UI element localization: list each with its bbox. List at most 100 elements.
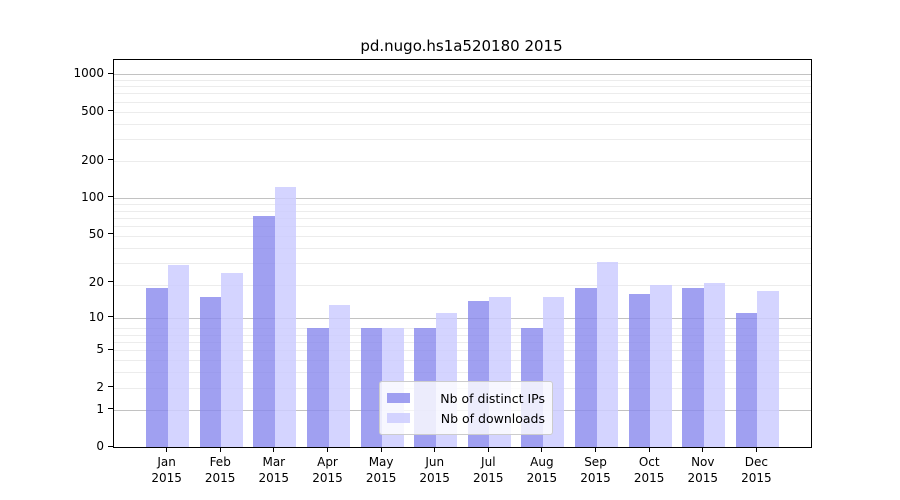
y-tick-mark (108, 386, 113, 388)
x-tick-mark (273, 447, 275, 452)
x-tick-year: 2015 (741, 471, 772, 485)
x-tick-mark (434, 447, 436, 452)
legend-swatch-downloads-icon (387, 413, 410, 423)
x-tick-label: Feb 2015 (190, 454, 250, 486)
y-tick-mark (108, 316, 113, 318)
major-gridline (114, 317, 811, 319)
y-tick-label: 200 (81, 152, 104, 167)
minor-gridline (114, 161, 811, 163)
y-tick-mark (108, 72, 113, 74)
x-tick-mark (755, 447, 757, 452)
y-tick-mark (108, 408, 113, 410)
x-tick-label: Oct 2015 (619, 454, 679, 486)
minor-gridline (114, 86, 811, 88)
y-tick-label: 100 (81, 189, 104, 204)
minor-gridline (114, 372, 811, 374)
minor-gridline (114, 111, 811, 113)
y-tick-label: 0 (96, 439, 104, 453)
minor-gridline (114, 79, 811, 81)
minor-gridline (114, 226, 811, 227)
bar-downloads-dec (757, 291, 779, 447)
minor-gridline (114, 217, 811, 219)
y-tick-label: 1000 (73, 66, 104, 81)
bar-distinct-ips-may (360, 328, 383, 447)
y-tick-label: 20 (88, 274, 104, 289)
legend-label-distinct-ips: Nb of distinct IPs (440, 390, 545, 406)
major-gridline (114, 197, 811, 199)
x-tick-label: Mar 2015 (244, 454, 304, 486)
x-tick-mark (702, 447, 704, 452)
y-tick-mark (108, 110, 113, 111)
x-tick-year: 2015 (419, 471, 450, 485)
bar-distinct-ips-apr (307, 328, 329, 447)
y-tick-label: 5 (96, 342, 104, 357)
minor-gridline (114, 204, 811, 206)
bar-distinct-ips-mar (253, 215, 275, 447)
minor-gridline (114, 235, 811, 237)
y-tick-label: 1 (96, 401, 104, 416)
legend-swatch-distinct-ips-icon (387, 393, 410, 403)
minor-gridline (114, 93, 811, 95)
minor-gridline (114, 350, 811, 352)
bar-downloads-sep (596, 261, 618, 447)
bar-downloads-mar (274, 187, 297, 447)
x-tick-year: 2015 (151, 471, 182, 485)
bar-downloads-oct (650, 285, 672, 447)
x-tick-mark (327, 447, 328, 452)
bar-distinct-ips-feb (199, 297, 222, 447)
minor-gridline (114, 263, 811, 265)
x-tick-mark (541, 447, 543, 452)
bar-distinct-ips-jan (146, 288, 168, 447)
x-tick-year: 2015 (580, 471, 611, 485)
legend-row-downloads: Nb of downloads (387, 408, 545, 428)
minor-gridline (114, 139, 811, 141)
x-tick-label: Jun 2015 (405, 454, 465, 486)
x-tick-label: May 2015 (351, 454, 411, 486)
x-tick-label: Dec 2015 (726, 454, 786, 486)
x-tick-year: 2015 (258, 471, 290, 485)
x-tick-label: Apr 2015 (298, 454, 358, 486)
x-tick-year: 2015 (633, 471, 665, 485)
x-tick-label: Jan 2015 (137, 454, 197, 486)
x-tick-mark (166, 447, 168, 452)
x-tick-mark (648, 447, 650, 452)
x-tick-year: 2015 (365, 471, 397, 485)
minor-gridline (114, 334, 811, 336)
bar-distinct-ips-dec (735, 312, 758, 447)
minor-gridline (114, 101, 811, 103)
x-tick-year: 2015 (526, 471, 558, 485)
y-tick-mark (108, 445, 113, 447)
x-tick-year: 2015 (204, 471, 236, 485)
legend-row-distinct-ips: Nb of distinct IPs (387, 388, 545, 408)
bar-distinct-ips-oct (628, 294, 651, 447)
minor-gridline (114, 328, 811, 330)
legend-label-downloads: Nb of downloads (440, 410, 545, 426)
plot-area: Nb of distinct IPs Nb of downloads (113, 59, 812, 448)
chart-title: pd.nugo.hs1a520180 2015 (360, 37, 563, 55)
x-tick-label: Aug 2015 (512, 454, 572, 486)
y-tick-label: 50 (88, 226, 104, 241)
minor-gridline (114, 342, 811, 343)
y-tick-mark (108, 196, 113, 198)
minor-gridline (114, 247, 811, 249)
x-tick-label: Nov 2015 (673, 454, 733, 486)
y-tick-mark (108, 159, 113, 161)
minor-gridline (114, 360, 811, 362)
y-tick-label: 10 (88, 309, 104, 324)
bar-downloads-nov (703, 282, 726, 447)
x-tick-label: Jul 2015 (458, 454, 518, 486)
bar-downloads-feb (221, 273, 243, 447)
minor-gridline (114, 285, 811, 287)
x-tick-mark (380, 447, 382, 452)
y-tick-label: 2 (96, 379, 104, 394)
y-tick-mark (108, 348, 113, 350)
x-tick-mark (219, 447, 221, 452)
y-tick-label: 500 (81, 103, 104, 118)
x-tick-year: 2015 (312, 471, 343, 485)
major-gridline (114, 74, 811, 76)
x-tick-label: Sep 2015 (566, 454, 626, 486)
minor-gridline (114, 210, 811, 212)
y-tick-mark (108, 281, 113, 283)
x-tick-year: 2015 (687, 471, 719, 485)
